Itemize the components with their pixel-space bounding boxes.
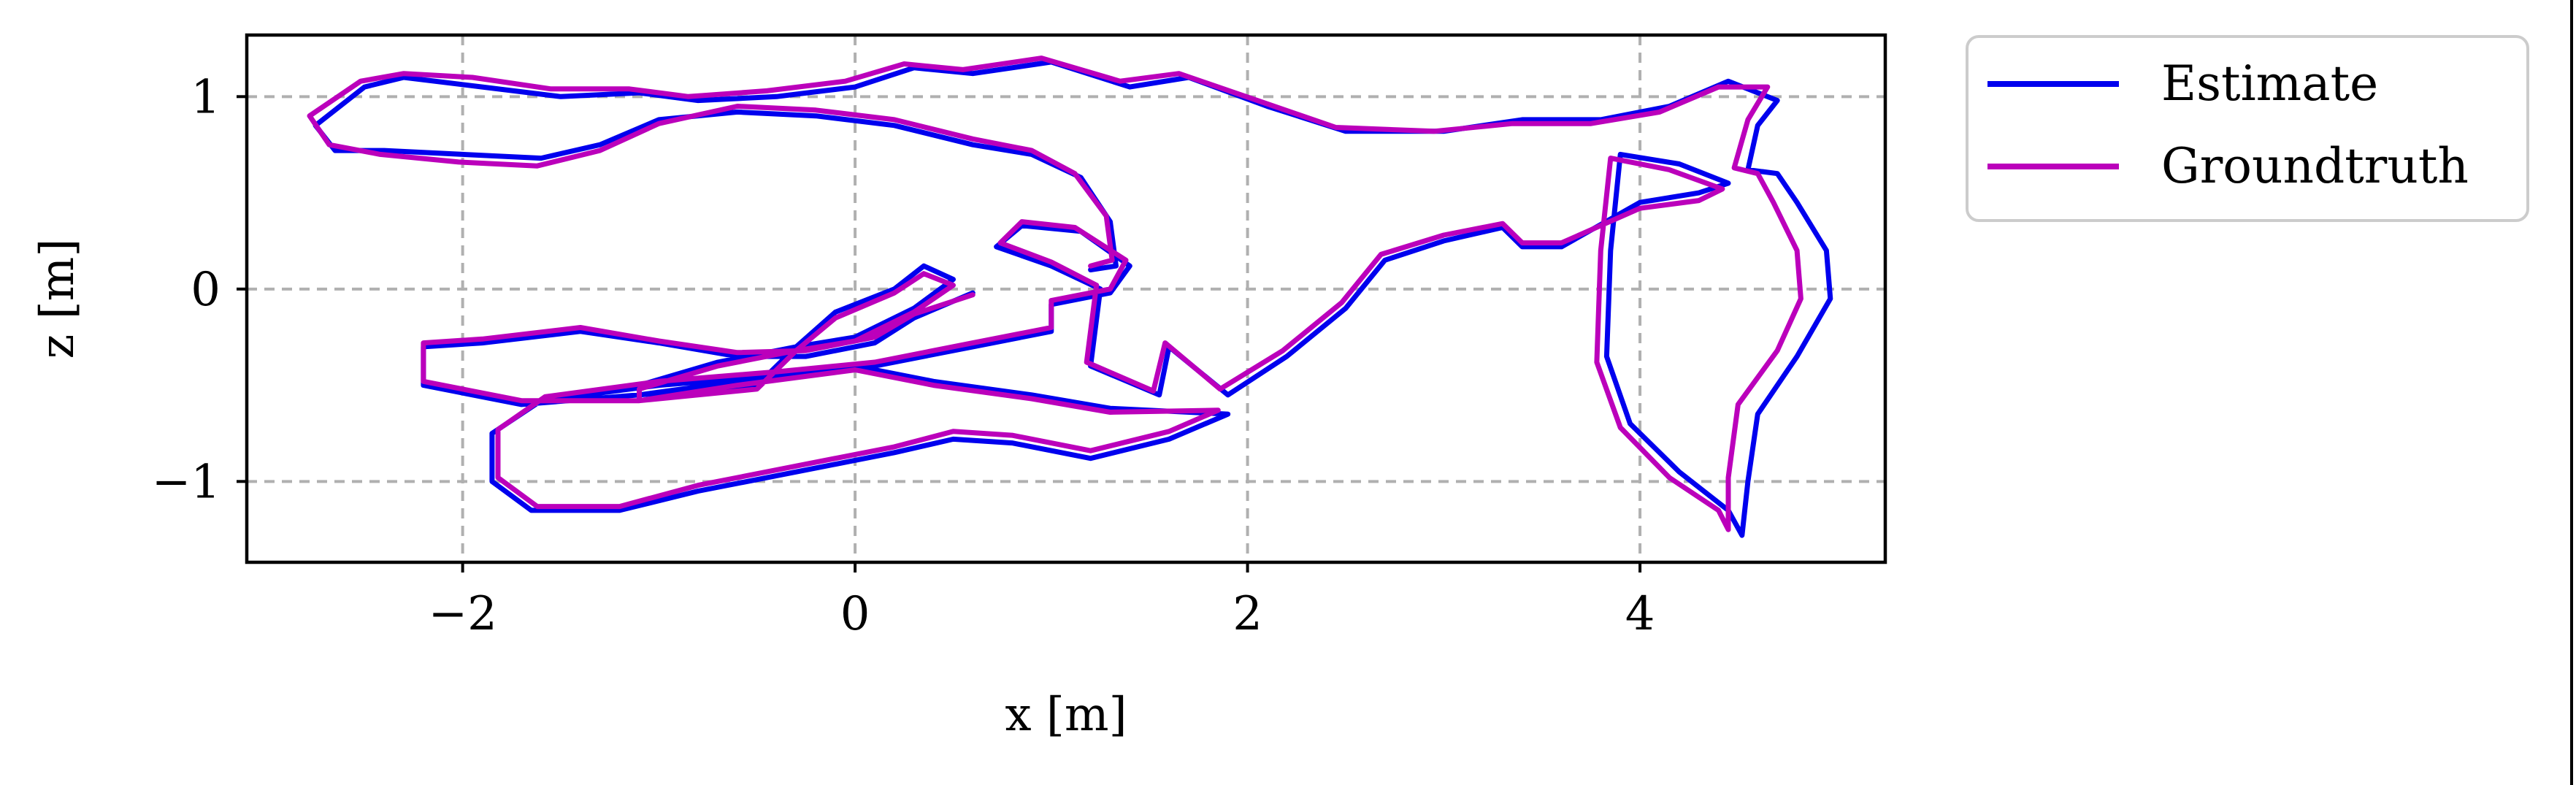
legend-label-estimate: Estimate: [2161, 55, 2378, 112]
x-tick-label: 2: [1233, 587, 1262, 641]
x-tick-label: 4: [1625, 587, 1655, 641]
series-layer: [307, 55, 1833, 538]
x-tick-label: 0: [840, 587, 870, 641]
ticks: −2 0 2 4 −1 0 1: [152, 70, 1655, 641]
y-axis-label: z [m]: [31, 239, 85, 359]
axes-frame: [245, 33, 1887, 564]
y-tick-label: 1: [191, 70, 221, 124]
series-line-groundtruth: [307, 55, 1803, 532]
legend-label-groundtruth: Groundtruth: [2161, 138, 2469, 194]
y-tick-label: −1: [152, 455, 221, 509]
plot-area: −2 0 2 4 −1 0 1: [152, 33, 1887, 641]
x-axis-label: x [m]: [1005, 688, 1127, 742]
x-tick-label: −2: [428, 587, 497, 641]
legend: Estimate Groundtruth: [1966, 35, 2529, 222]
y-tick-label: 0: [191, 263, 221, 317]
